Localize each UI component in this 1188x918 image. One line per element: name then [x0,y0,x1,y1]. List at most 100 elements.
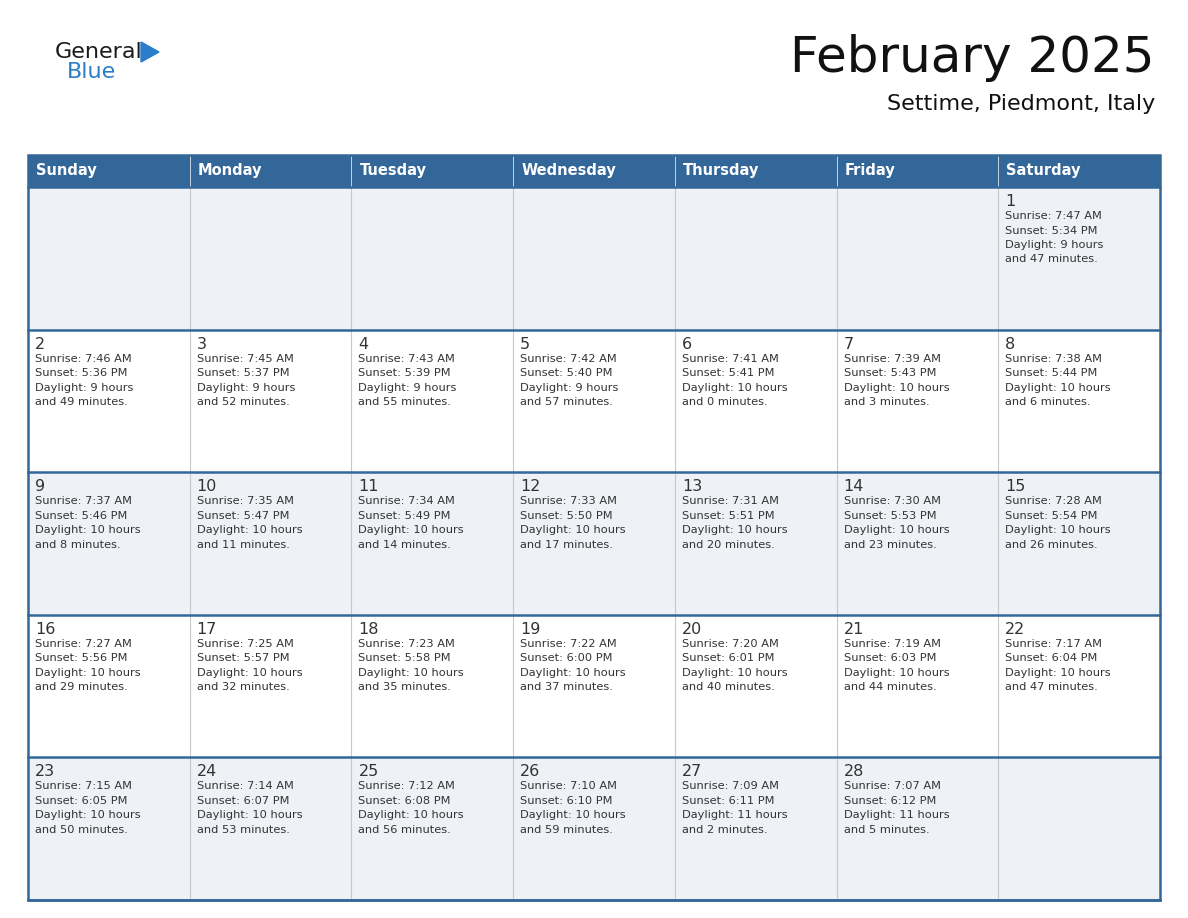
Text: Sunset: 5:40 PM: Sunset: 5:40 PM [520,368,613,378]
Text: Friday: Friday [845,163,896,178]
Text: Daylight: 9 hours: Daylight: 9 hours [520,383,619,393]
Text: Daylight: 10 hours: Daylight: 10 hours [359,667,465,677]
Text: Blue: Blue [67,62,116,82]
Bar [675,155,836,187]
Text: and 32 minutes.: and 32 minutes. [197,682,290,692]
Text: Daylight: 10 hours: Daylight: 10 hours [520,811,626,821]
Text: and 56 minutes.: and 56 minutes. [359,825,451,834]
Text: Daylight: 9 hours: Daylight: 9 hours [34,383,133,393]
Text: Sunrise: 7:09 AM: Sunrise: 7:09 AM [682,781,779,791]
Text: Sunrise: 7:43 AM: Sunrise: 7:43 AM [359,353,455,364]
Text: Sunset: 5:37 PM: Sunset: 5:37 PM [197,368,290,378]
Text: Sunset: 6:07 PM: Sunset: 6:07 PM [197,796,289,806]
Text: 7: 7 [843,337,854,352]
Text: Monday: Monday [197,163,263,178]
Text: Sunrise: 7:20 AM: Sunrise: 7:20 AM [682,639,778,649]
Bar [29,187,1159,330]
Text: Sunrise: 7:41 AM: Sunrise: 7:41 AM [682,353,778,364]
Text: Sunset: 5:51 PM: Sunset: 5:51 PM [682,510,775,521]
Text: 9: 9 [34,479,45,494]
Text: and 2 minutes.: and 2 minutes. [682,825,767,834]
Text: Daylight: 11 hours: Daylight: 11 hours [682,811,788,821]
Text: Daylight: 10 hours: Daylight: 10 hours [520,525,626,535]
Text: 13: 13 [682,479,702,494]
Text: Daylight: 9 hours: Daylight: 9 hours [1005,240,1104,250]
Text: 22: 22 [1005,621,1025,637]
Text: Sunrise: 7:46 AM: Sunrise: 7:46 AM [34,353,132,364]
Text: and 20 minutes.: and 20 minutes. [682,540,775,550]
Text: Sunset: 5:50 PM: Sunset: 5:50 PM [520,510,613,521]
Text: Settime, Piedmont, Italy: Settime, Piedmont, Italy [886,94,1155,114]
Text: Sunset: 6:00 PM: Sunset: 6:00 PM [520,654,613,664]
Text: Sunset: 5:41 PM: Sunset: 5:41 PM [682,368,775,378]
Text: 18: 18 [359,621,379,637]
Text: Daylight: 10 hours: Daylight: 10 hours [682,667,788,677]
Text: and 53 minutes.: and 53 minutes. [197,825,290,834]
Text: Sunset: 5:43 PM: Sunset: 5:43 PM [843,368,936,378]
Text: 3: 3 [197,337,207,352]
Text: Sunrise: 7:28 AM: Sunrise: 7:28 AM [1005,497,1102,506]
Text: 17: 17 [197,621,217,637]
Bar [352,155,513,187]
Text: 1: 1 [1005,194,1016,209]
Polygon shape [141,42,159,62]
Text: and 49 minutes.: and 49 minutes. [34,397,128,407]
Text: and 47 minutes.: and 47 minutes. [1005,254,1098,264]
Text: Daylight: 10 hours: Daylight: 10 hours [843,383,949,393]
Text: Sunrise: 7:22 AM: Sunrise: 7:22 AM [520,639,617,649]
Text: Sunrise: 7:38 AM: Sunrise: 7:38 AM [1005,353,1102,364]
Text: Sunset: 5:46 PM: Sunset: 5:46 PM [34,510,127,521]
Text: Sunset: 5:49 PM: Sunset: 5:49 PM [359,510,451,521]
Text: 4: 4 [359,337,368,352]
Text: General: General [55,42,143,62]
Text: Sunset: 6:05 PM: Sunset: 6:05 PM [34,796,127,806]
Text: and 17 minutes.: and 17 minutes. [520,540,613,550]
Text: Sunrise: 7:31 AM: Sunrise: 7:31 AM [682,497,779,506]
Text: Sunset: 5:58 PM: Sunset: 5:58 PM [359,654,451,664]
Text: Thursday: Thursday [683,163,759,178]
Text: 21: 21 [843,621,864,637]
Text: and 26 minutes.: and 26 minutes. [1005,540,1098,550]
Text: Sunset: 6:04 PM: Sunset: 6:04 PM [1005,654,1098,664]
Text: Sunrise: 7:12 AM: Sunrise: 7:12 AM [359,781,455,791]
Text: and 0 minutes.: and 0 minutes. [682,397,767,407]
Text: February 2025: February 2025 [790,34,1155,82]
Text: Sunrise: 7:23 AM: Sunrise: 7:23 AM [359,639,455,649]
Bar [29,757,1159,900]
Text: Sunrise: 7:27 AM: Sunrise: 7:27 AM [34,639,132,649]
Text: and 35 minutes.: and 35 minutes. [359,682,451,692]
Text: Sunset: 5:39 PM: Sunset: 5:39 PM [359,368,451,378]
Text: and 52 minutes.: and 52 minutes. [197,397,290,407]
Text: 15: 15 [1005,479,1025,494]
Text: 20: 20 [682,621,702,637]
Text: Sunrise: 7:30 AM: Sunrise: 7:30 AM [843,497,941,506]
Bar [998,155,1159,187]
Text: Sunset: 6:08 PM: Sunset: 6:08 PM [359,796,451,806]
Text: 27: 27 [682,765,702,779]
Text: Sunset: 5:56 PM: Sunset: 5:56 PM [34,654,127,664]
Text: and 40 minutes.: and 40 minutes. [682,682,775,692]
Text: and 37 minutes.: and 37 minutes. [520,682,613,692]
Text: Sunset: 5:53 PM: Sunset: 5:53 PM [843,510,936,521]
Bar [29,155,190,187]
Text: Sunset: 6:10 PM: Sunset: 6:10 PM [520,796,613,806]
Text: Daylight: 10 hours: Daylight: 10 hours [1005,667,1111,677]
Text: Sunset: 6:03 PM: Sunset: 6:03 PM [843,654,936,664]
Text: Sunrise: 7:33 AM: Sunrise: 7:33 AM [520,497,617,506]
Text: Daylight: 10 hours: Daylight: 10 hours [34,525,140,535]
Text: Sunrise: 7:42 AM: Sunrise: 7:42 AM [520,353,617,364]
Text: Sunset: 5:34 PM: Sunset: 5:34 PM [1005,226,1098,236]
Text: 6: 6 [682,337,691,352]
Text: and 3 minutes.: and 3 minutes. [843,397,929,407]
Text: Sunrise: 7:07 AM: Sunrise: 7:07 AM [843,781,941,791]
Text: and 14 minutes.: and 14 minutes. [359,540,451,550]
Bar [29,472,1159,615]
Text: Daylight: 10 hours: Daylight: 10 hours [682,525,788,535]
Text: 14: 14 [843,479,864,494]
Text: Daylight: 10 hours: Daylight: 10 hours [197,525,302,535]
Text: Sunrise: 7:37 AM: Sunrise: 7:37 AM [34,497,132,506]
Text: Sunrise: 7:25 AM: Sunrise: 7:25 AM [197,639,293,649]
Text: Tuesday: Tuesday [360,163,426,178]
Text: Daylight: 10 hours: Daylight: 10 hours [843,667,949,677]
Text: Sunrise: 7:45 AM: Sunrise: 7:45 AM [197,353,293,364]
